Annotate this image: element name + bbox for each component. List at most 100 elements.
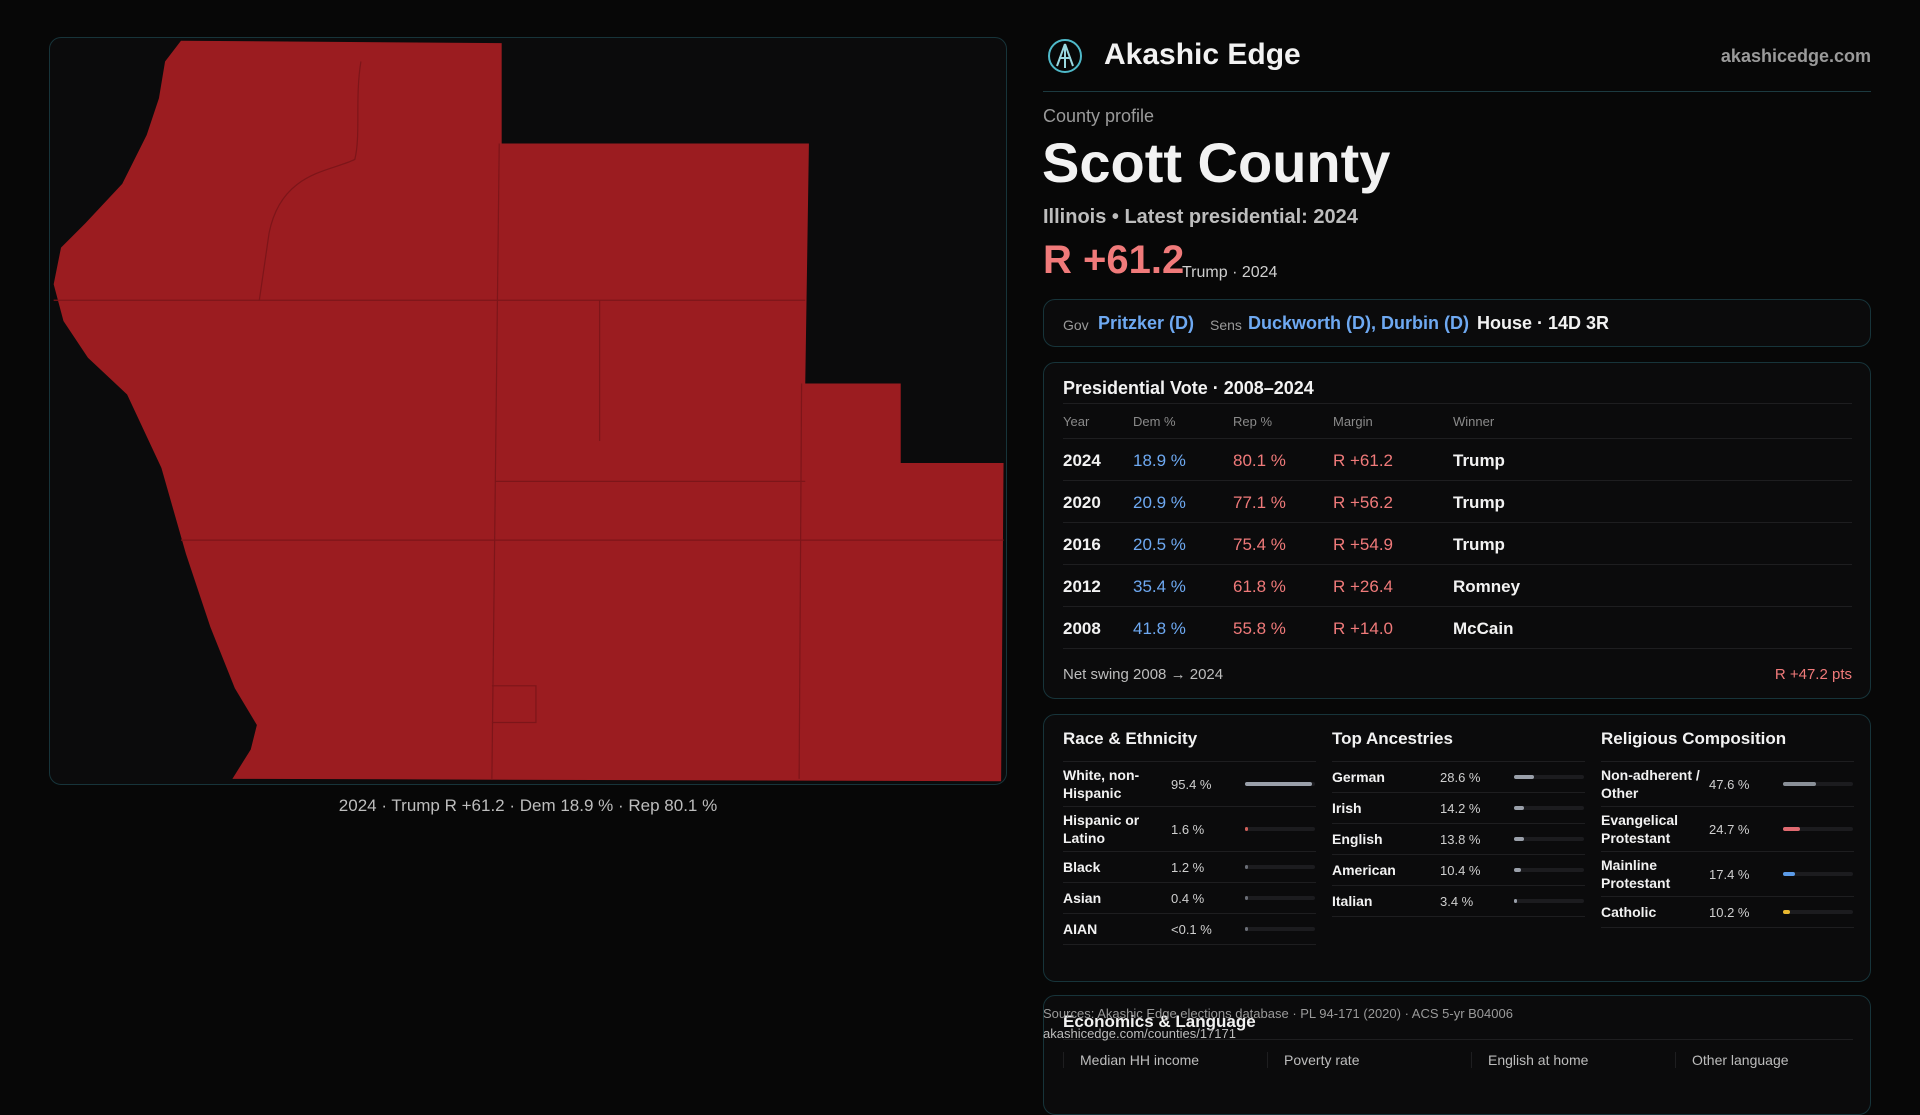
column-header: Other language bbox=[1675, 1052, 1865, 1068]
table-cell: 2020 bbox=[1063, 493, 1101, 512]
bar bbox=[1245, 782, 1312, 786]
map-caption: 2024 · Trump R +61.2 · Dem 18.9 % · Rep … bbox=[338, 796, 718, 815]
bar bbox=[1245, 927, 1248, 931]
table-cell: R +56.2 bbox=[1333, 493, 1394, 512]
table-cell: 2016 bbox=[1063, 535, 1101, 554]
table-row: 2008 41.8 % 55.8 % R +14.0 McCain bbox=[1063, 606, 1852, 648]
table-cell: R +54.9 bbox=[1333, 535, 1394, 554]
row-label: American bbox=[1332, 862, 1396, 878]
section-title: Presidential Vote · 2008–2024 bbox=[1063, 378, 1314, 398]
table-cell: 35.4 % bbox=[1133, 577, 1186, 596]
table-rule bbox=[1063, 648, 1852, 649]
sources: Sources: Akashic Edge elections database… bbox=[1043, 1006, 1513, 1021]
brand: Akashic Edge bbox=[1104, 38, 1301, 71]
demographic-row: English 13.8 % bbox=[1332, 824, 1585, 855]
row-label: Italian bbox=[1332, 893, 1373, 909]
swing-value: R +47.2 pts bbox=[1774, 666, 1852, 683]
table-cell: 20.5 % bbox=[1133, 535, 1186, 554]
row-label: Black bbox=[1063, 859, 1101, 875]
column-title: Top Ancestries bbox=[1332, 715, 1585, 762]
logo bbox=[1048, 39, 1082, 73]
column-header: Median HH income bbox=[1063, 1052, 1253, 1068]
demographic-row: White, non-Hispanic 95.4 % bbox=[1063, 762, 1316, 807]
demographic-row: Black 1.2 % bbox=[1063, 852, 1316, 883]
row-value: 10.4 % bbox=[1440, 862, 1481, 878]
bar bbox=[1783, 827, 1801, 831]
demographic-row: German 28.6 % bbox=[1332, 762, 1585, 793]
row-label: Asian bbox=[1063, 890, 1102, 906]
bar bbox=[1514, 837, 1524, 841]
table-cell: 75.4 % bbox=[1233, 535, 1286, 554]
row-value: 17.4 % bbox=[1709, 866, 1750, 882]
row-label: English bbox=[1332, 831, 1383, 847]
source-url[interactable]: akashicedge.com/counties/17171 bbox=[1043, 1026, 1236, 1041]
row-value: <0.1 % bbox=[1171, 921, 1212, 937]
row-label: Mainline Protestant bbox=[1601, 857, 1671, 891]
map-panel bbox=[49, 37, 1007, 785]
table-cell: 20.9 % bbox=[1133, 493, 1186, 512]
bar-track bbox=[1514, 806, 1584, 810]
row-label: Catholic bbox=[1601, 904, 1657, 920]
row-label: Hispanic or Latino bbox=[1063, 812, 1140, 846]
table-row: 2016 20.5 % 75.4 % R +54.9 Trump bbox=[1063, 522, 1852, 564]
column-title: Race & Ethnicity bbox=[1063, 715, 1316, 762]
row-label: Non-adherent / Other bbox=[1601, 767, 1700, 801]
row-value: 14.2 % bbox=[1440, 800, 1481, 816]
demographic-row: Asian 0.4 % bbox=[1063, 883, 1316, 914]
table-cell: 61.8 % bbox=[1233, 577, 1286, 596]
column-title: Religious Composition bbox=[1601, 715, 1854, 762]
row-label: Evangelical Protestant bbox=[1601, 812, 1679, 846]
demographic-row: Catholic 10.2 % bbox=[1601, 897, 1854, 928]
row-label: Irish bbox=[1332, 800, 1362, 816]
table-cell: 41.8 % bbox=[1133, 619, 1186, 638]
senators[interactable]: Duckworth (D), Durbin (D) bbox=[1248, 313, 1469, 333]
column-header: Margin bbox=[1333, 414, 1373, 429]
demographic-row: Irish 14.2 % bbox=[1332, 793, 1585, 824]
county-name: Scott County bbox=[1042, 131, 1391, 194]
row-value: 24.7 % bbox=[1709, 821, 1750, 837]
bar-track bbox=[1245, 827, 1315, 831]
bar bbox=[1783, 782, 1817, 786]
kicker: County profile bbox=[1043, 106, 1155, 126]
table-row: 2020 20.9 % 77.1 % R +56.2 Trump bbox=[1063, 480, 1852, 522]
bar bbox=[1783, 872, 1796, 876]
bar-track bbox=[1245, 782, 1315, 786]
bar-track bbox=[1514, 868, 1584, 872]
bar-track bbox=[1783, 910, 1853, 914]
table-cell: Trump bbox=[1453, 493, 1505, 512]
row-value: 28.6 % bbox=[1440, 769, 1481, 785]
sens-label: Sens bbox=[1210, 317, 1242, 333]
demographic-row: Hispanic or Latino 1.6 % bbox=[1063, 807, 1316, 852]
bar bbox=[1514, 868, 1522, 872]
demographic-column: Race & Ethnicity White, non-Hispanic 95.4 … bbox=[1063, 715, 1316, 945]
governor[interactable]: Pritzker (D) bbox=[1098, 313, 1195, 333]
county-shape[interactable] bbox=[53, 40, 1004, 782]
row-value: 1.2 % bbox=[1171, 859, 1205, 875]
table-cell: R +26.4 bbox=[1333, 577, 1394, 596]
table-cell: 2008 bbox=[1063, 619, 1101, 638]
demographic-row: Italian 3.4 % bbox=[1332, 886, 1585, 917]
county-map[interactable] bbox=[50, 38, 1006, 784]
site-link[interactable]: akashicedge.com bbox=[1720, 46, 1871, 66]
demographic-column: Top Ancestries German 28.6 % Irish 14.2 % Eng… bbox=[1332, 715, 1585, 917]
demographics: Race & Ethnicity White, non-Hispanic 95.4 … bbox=[1063, 715, 1854, 981]
row-label: AIAN bbox=[1063, 921, 1098, 937]
bar-track bbox=[1783, 872, 1853, 876]
bar-track bbox=[1514, 775, 1584, 779]
bar bbox=[1514, 899, 1517, 903]
row-value: 47.6 % bbox=[1709, 776, 1750, 792]
divider bbox=[1043, 91, 1871, 92]
margin-note: Trump · 2024 bbox=[1182, 264, 1278, 281]
column-header: Year bbox=[1063, 414, 1090, 429]
table-cell: R +61.2 bbox=[1333, 451, 1394, 470]
demographic-row: Non-adherent / Other 47.6 % bbox=[1601, 762, 1854, 807]
table-cell: 2012 bbox=[1063, 577, 1101, 596]
row-label: German bbox=[1332, 769, 1385, 785]
bar-track bbox=[1514, 837, 1584, 841]
demographic-row: AIAN <0.1 % bbox=[1063, 914, 1316, 945]
table-cell: 18.9 % bbox=[1133, 451, 1186, 470]
table-cell: R +14.0 bbox=[1333, 619, 1394, 638]
table-header: Year Dem % Rep % Margin Winner bbox=[1063, 403, 1852, 438]
demographic-row: Mainline Protestant 17.4 % bbox=[1601, 852, 1854, 897]
vote-table: Year Dem % Rep % Margin Winner 2024 18.9 % 80.1… bbox=[1063, 403, 1852, 649]
